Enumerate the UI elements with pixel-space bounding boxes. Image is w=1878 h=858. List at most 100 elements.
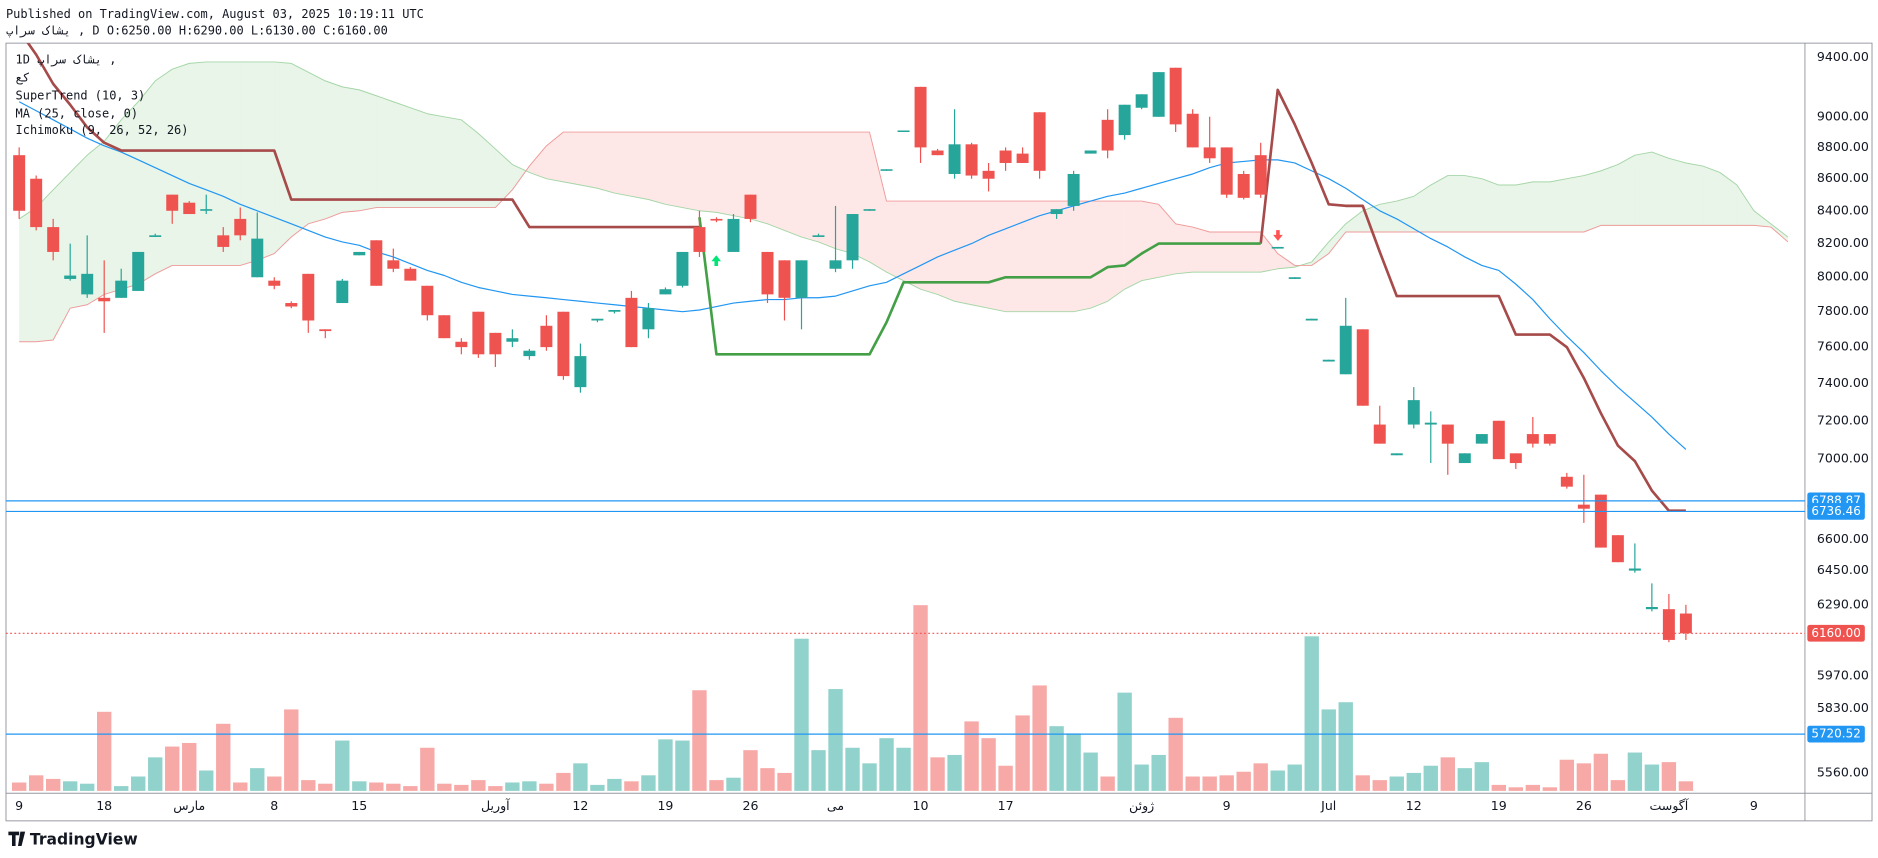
cloud-fill xyxy=(1498,185,1516,233)
cloud-fill xyxy=(648,132,666,205)
candle-body xyxy=(1152,72,1165,117)
cloud-fill xyxy=(1073,201,1091,312)
volume-bar xyxy=(1134,764,1149,791)
cloud-fill xyxy=(1651,152,1669,226)
cloud-fill xyxy=(580,132,598,189)
chart-frame xyxy=(5,42,1873,822)
volume-bar xyxy=(488,786,503,791)
cloud-fill xyxy=(631,132,649,200)
cloud-fill xyxy=(359,89,377,211)
cloud-fill xyxy=(410,107,428,208)
volume-bar xyxy=(182,742,197,791)
cloud-fill xyxy=(954,201,972,305)
y-tick-label: 8600.00 xyxy=(1817,170,1869,185)
candle-layer xyxy=(13,67,1692,643)
x-tick-label: 26 xyxy=(742,798,758,813)
candle-body xyxy=(81,273,94,295)
volume-bar xyxy=(743,750,758,791)
candle-body xyxy=(897,130,910,133)
cloud-fill xyxy=(1396,196,1414,233)
candle-body xyxy=(1186,113,1199,148)
y-tick-label: 8800.00 xyxy=(1817,139,1869,154)
axis-layer: 9400.00 9000.00 8800.00 8600.00 8400.00 8200.… xyxy=(15,49,1869,814)
volume-bar xyxy=(1661,762,1677,791)
candle-body xyxy=(880,169,893,171)
volume-bar xyxy=(216,723,231,791)
volume-bar xyxy=(352,781,367,791)
candle-body xyxy=(846,214,859,261)
candle-body xyxy=(540,325,553,348)
volume-bar xyxy=(1287,764,1302,791)
span-b-line xyxy=(19,131,1789,343)
volume-bar xyxy=(301,780,316,791)
legend-ichimoku: Ichimoku (9, 26, 52, 26) xyxy=(16,123,189,137)
cloud-fill xyxy=(988,201,1006,312)
cloud-fill xyxy=(308,72,326,224)
price-label: 6736.46 xyxy=(1811,504,1860,518)
cloud-fill xyxy=(1345,210,1363,233)
candle-body xyxy=(1543,434,1556,444)
cloud-fill xyxy=(886,201,904,281)
cloud-fill xyxy=(1260,232,1278,273)
cloud-fill xyxy=(189,61,207,266)
candle-body xyxy=(1645,607,1658,610)
candle-body xyxy=(812,235,825,237)
cloud-fill xyxy=(665,132,683,208)
candle-body xyxy=(948,144,961,174)
volume-bar xyxy=(335,740,350,791)
volume-bar xyxy=(403,786,418,791)
volume-bar xyxy=(284,709,299,791)
volume-bar xyxy=(11,782,27,791)
volume-bar xyxy=(1168,717,1183,791)
supertrend-down-line xyxy=(26,43,1686,513)
cloud-fill xyxy=(597,132,615,194)
cloud-fill xyxy=(1005,201,1023,312)
price-label-box xyxy=(1807,624,1865,642)
cloud-fill xyxy=(87,141,105,305)
volume-bar xyxy=(318,783,333,791)
cloud-fill xyxy=(920,201,938,295)
candle-body xyxy=(965,144,978,176)
volume-bar xyxy=(1321,709,1336,791)
volume-bar xyxy=(233,782,248,791)
cloud-fill xyxy=(70,155,88,309)
volume-bar xyxy=(1474,762,1489,791)
y-tick-label: 7200.00 xyxy=(1817,412,1869,427)
volume-bar xyxy=(726,777,741,791)
price-label: 6160.00 xyxy=(1811,626,1860,640)
cloud-fill xyxy=(172,63,190,266)
volume-bar xyxy=(267,776,282,791)
cloud-fill xyxy=(274,61,292,254)
y-tick-label: 6600.00 xyxy=(1817,531,1869,546)
candle-body xyxy=(1662,609,1675,640)
volume-bar xyxy=(1117,692,1132,791)
volume-bar xyxy=(845,747,860,791)
candle-body xyxy=(574,356,587,388)
volume-bar xyxy=(1185,776,1200,791)
cloud-fill xyxy=(869,132,887,273)
cloud-fill xyxy=(546,132,564,182)
volume-bar xyxy=(114,786,129,791)
cloud-fill xyxy=(1124,201,1142,290)
candle-body xyxy=(608,309,621,312)
candle-body xyxy=(438,315,451,339)
cloud-fill xyxy=(1022,201,1040,312)
legend-exchange: کع xyxy=(16,70,30,84)
volume-bar xyxy=(556,772,571,791)
cloud-fill xyxy=(1668,158,1686,226)
volume-bar xyxy=(1100,776,1115,791)
candle-body xyxy=(1084,150,1097,154)
volume-bar xyxy=(62,781,78,791)
volume-bar xyxy=(862,763,877,791)
cloud-fill xyxy=(1753,210,1771,228)
candle-body xyxy=(472,311,485,355)
volume-bar xyxy=(1236,771,1251,791)
volume-bar xyxy=(1202,776,1217,791)
y-tick-label: 5970.00 xyxy=(1817,667,1869,682)
candle-body xyxy=(30,178,43,228)
cloud-fill xyxy=(1158,204,1176,278)
volume-bar xyxy=(1593,753,1609,791)
volume-bar xyxy=(1576,763,1592,791)
cloud-fill xyxy=(121,101,139,290)
y-tick-label: 9000.00 xyxy=(1817,108,1869,123)
